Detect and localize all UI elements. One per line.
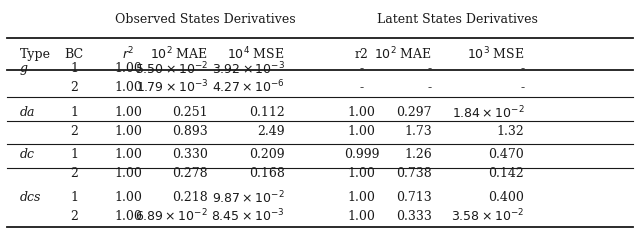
Text: 0.142: 0.142 [488,167,524,180]
Text: g: g [20,62,28,75]
Text: $r^{2}$: $r^{2}$ [122,46,134,62]
Text: 1.00: 1.00 [115,167,142,180]
Text: 1.00: 1.00 [115,62,142,75]
Text: 0.713: 0.713 [396,191,432,204]
Text: 0.738: 0.738 [396,167,432,180]
Text: 1: 1 [70,191,78,204]
Text: -: - [428,81,432,94]
Text: 1: 1 [70,106,78,119]
Text: 1.26: 1.26 [404,148,432,161]
Text: 1.00: 1.00 [348,125,376,138]
Text: 1.00: 1.00 [115,148,142,161]
Text: r2: r2 [355,48,369,61]
Text: 1.00: 1.00 [348,210,376,223]
Text: 1: 1 [70,62,78,75]
Text: $10^{2}$ MAE: $10^{2}$ MAE [374,46,432,62]
Text: 1.00: 1.00 [348,106,376,119]
Text: Type: Type [20,48,51,61]
Text: 1.00: 1.00 [115,210,142,223]
Text: $10^{2}$ MAE: $10^{2}$ MAE [150,46,208,62]
Text: 0.470: 0.470 [488,148,524,161]
Text: 2: 2 [70,125,78,138]
Text: -: - [360,81,364,94]
Text: 0.218: 0.218 [173,191,208,204]
Text: $6.89\times10^{-2}$: $6.89\times10^{-2}$ [136,208,208,224]
Text: 1.73: 1.73 [404,125,432,138]
Text: Latent States Derivatives: Latent States Derivatives [377,13,538,26]
Text: 0.330: 0.330 [172,148,208,161]
Text: -: - [520,81,524,94]
Text: 0.112: 0.112 [249,106,285,119]
Text: 1.00: 1.00 [115,106,142,119]
Text: 2.49: 2.49 [257,125,285,138]
Text: 2: 2 [70,210,78,223]
Text: $1.84\times10^{-2}$: $1.84\times10^{-2}$ [452,104,524,121]
Text: $5.50\times10^{-2}$: $5.50\times10^{-2}$ [135,61,208,77]
Text: 1.00: 1.00 [348,191,376,204]
Text: 1.00: 1.00 [115,81,142,94]
Text: dcs: dcs [20,191,41,204]
Text: $4.27\times10^{-6}$: $4.27\times10^{-6}$ [212,79,285,96]
Text: 0.893: 0.893 [173,125,208,138]
Text: $3.92\times10^{-3}$: $3.92\times10^{-3}$ [212,61,285,77]
Text: -: - [520,62,524,75]
Text: $8.45\times10^{-3}$: $8.45\times10^{-3}$ [211,208,285,224]
Text: $10^{4}$ MSE: $10^{4}$ MSE [227,46,285,62]
Text: 0.333: 0.333 [396,210,432,223]
Text: da: da [20,106,35,119]
Text: 1.00: 1.00 [115,191,142,204]
Text: dc: dc [20,148,35,161]
Text: 0.400: 0.400 [488,191,524,204]
Text: 0.251: 0.251 [173,106,208,119]
Text: Observed States Derivatives: Observed States Derivatives [115,13,296,26]
Text: 1: 1 [70,148,78,161]
Text: 1.32: 1.32 [497,125,524,138]
Text: $1.79\times10^{-3}$: $1.79\times10^{-3}$ [136,79,208,96]
Text: 0.297: 0.297 [396,106,432,119]
Text: 2: 2 [70,167,78,180]
Text: $10^{3}$ MSE: $10^{3}$ MSE [467,46,524,62]
Text: 1.00: 1.00 [348,167,376,180]
Text: -: - [360,62,364,75]
Text: 1.00: 1.00 [115,125,142,138]
Text: $9.87\times10^{-2}$: $9.87\times10^{-2}$ [212,189,285,206]
Text: BC: BC [65,48,84,61]
Text: -: - [428,62,432,75]
Text: 0.999: 0.999 [344,148,380,161]
Text: 0.168: 0.168 [249,167,285,180]
Text: 0.209: 0.209 [249,148,285,161]
Text: 0.278: 0.278 [173,167,208,180]
Text: $3.58\times10^{-2}$: $3.58\times10^{-2}$ [451,208,524,224]
Text: 2: 2 [70,81,78,94]
